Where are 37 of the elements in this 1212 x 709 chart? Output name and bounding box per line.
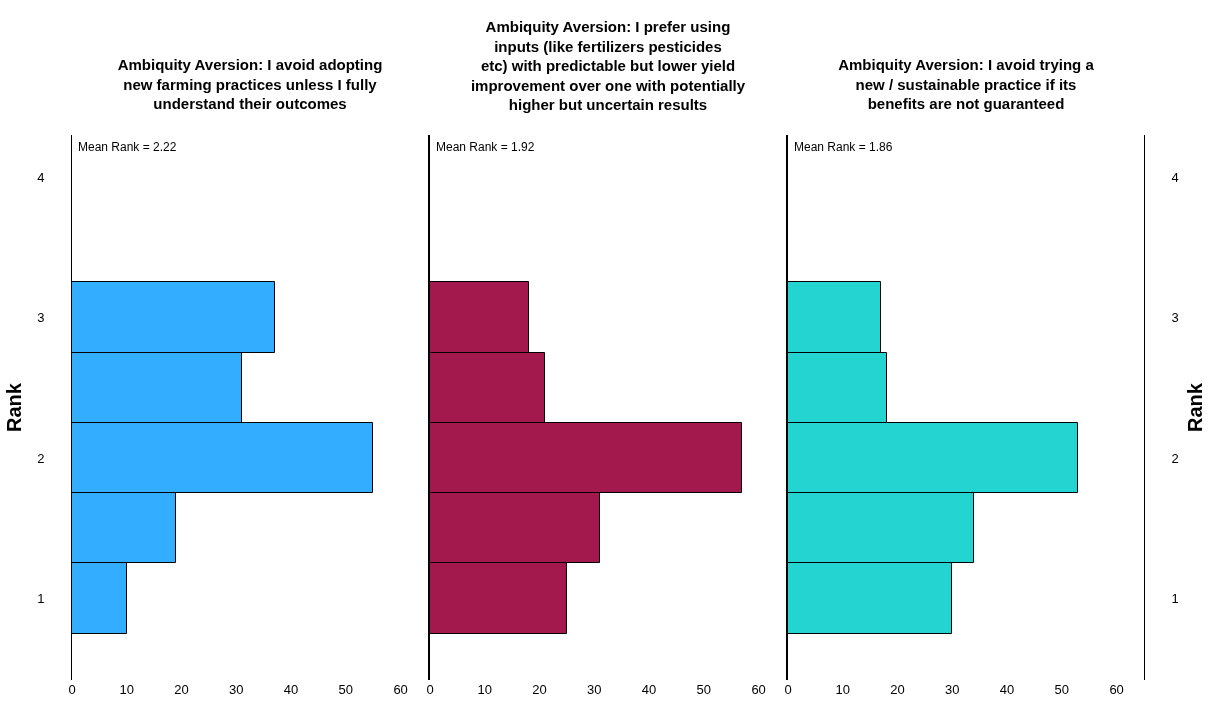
y-tick-label: 2 — [1171, 450, 1179, 466]
y-axis-title: Rank — [1184, 382, 1207, 432]
y-tick-label: 4 — [1171, 169, 1179, 185]
y-tick-label: 4 — [37, 169, 45, 185]
chart-title: Ambiquity Aversion: I avoid trying a new / sustainable practice if its benefits are not guaranteed — [838, 56, 1095, 112]
x-tick-label: 30 — [229, 682, 244, 697]
x-tick-label: 30 — [587, 682, 602, 697]
x-tick-label: 0 — [784, 682, 792, 697]
y-tick-label: 3 — [1171, 310, 1179, 326]
x-tick-label: 60 — [393, 682, 408, 697]
x-tick-label: 60 — [1109, 682, 1124, 697]
x-tick-label: 50 — [338, 682, 354, 697]
x-tick-label: 10 — [835, 682, 850, 697]
x-tick-label: 30 — [945, 682, 960, 697]
y-tick-label: 1 — [1171, 591, 1179, 607]
x-tick-label: 40 — [641, 682, 657, 697]
x-tick-label: 50 — [1054, 682, 1070, 697]
annotation: Mean Rank = 1.92 — [436, 140, 535, 154]
x-tick-label: 0 — [426, 682, 434, 697]
y-tick-label: 3 — [37, 310, 45, 326]
y-tick-label: 1 — [37, 591, 45, 607]
y-tick-label: 2 — [37, 450, 45, 466]
x-tick-label: 0 — [68, 682, 76, 697]
x-tick-label: 50 — [696, 682, 712, 697]
annotation: Mean Rank = 2.22 — [78, 140, 177, 154]
annotation: Mean Rank = 1.86 — [794, 140, 893, 154]
x-tick-label: 10 — [477, 682, 492, 697]
x-tick-label: 40 — [283, 682, 299, 697]
x-tick-label: 20 — [890, 682, 905, 697]
x-tick-label: 20 — [532, 682, 547, 697]
x-tick-label: 60 — [751, 682, 766, 697]
x-tick-label: 40 — [999, 682, 1015, 697]
x-tick-label: 20 — [174, 682, 189, 697]
chart-title: Ambiquity Aversion: I prefer using inputs (like fertilizers pesticides etc) with predictable but lower yield improvement over one with potentially higher but uncertain results — [470, 18, 746, 113]
chart-title: Ambiquity Aversion: I avoid adopting new farming practices unless I fully understand their outcomes — [117, 56, 383, 112]
y-axis-title: Rank — [2, 382, 25, 432]
x-tick-label: 10 — [119, 682, 134, 697]
